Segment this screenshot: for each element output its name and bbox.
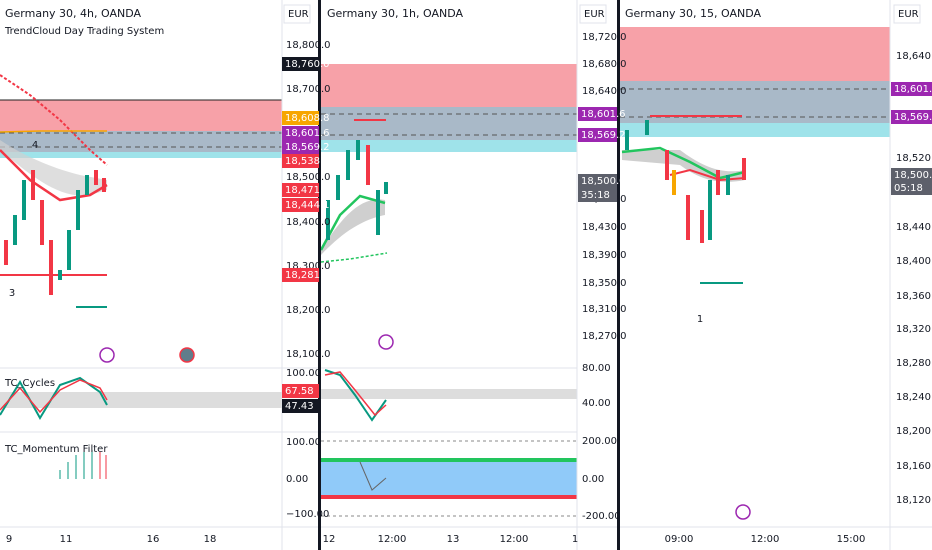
price-tag: 18,569.2	[581, 130, 626, 141]
price-tag: 18,444.1	[285, 200, 330, 211]
price-label: 18,390.0	[582, 250, 627, 261]
annotation: 4	[32, 140, 38, 151]
price-tag-bg	[282, 384, 319, 398]
price-tag-bg	[282, 140, 319, 154]
time-label: 09:00	[665, 534, 694, 545]
indicator-name: TC_Cycles	[4, 378, 55, 389]
price-tag: 18,538.1	[285, 156, 330, 167]
indicator-axis: 100.00	[286, 437, 321, 448]
annotation: 1	[697, 314, 703, 325]
time-label: 11	[60, 534, 73, 545]
price-tag: 18,569.2	[285, 142, 330, 153]
price-label: 18,680.0	[582, 59, 627, 70]
time-label: 13	[447, 534, 460, 545]
price-tag-bg	[282, 126, 319, 140]
currency: EUR	[288, 9, 309, 20]
price-tag: 18,601.6	[894, 84, 932, 95]
price-label: 18,160.0	[896, 461, 932, 472]
indicator-axis: -200.00	[582, 511, 621, 522]
price-label: 18,200.0	[896, 426, 932, 437]
price-label: 18,500.0	[286, 172, 331, 183]
price-label: 18,240.0	[896, 392, 932, 403]
price-label: 18,800.0	[286, 40, 331, 51]
price-tag-bg	[578, 107, 617, 121]
price-tag-bg	[282, 57, 319, 71]
price-tag-bg	[891, 110, 932, 124]
chart-subtitle: TrendCloud Day Trading System	[4, 26, 164, 37]
time-label: 12:00	[500, 534, 529, 545]
chart-title: Germany 30, 15, OANDA	[625, 7, 762, 20]
chart-title: Germany 30, 1h, OANDA	[327, 7, 464, 20]
price-label: 18,320.0	[896, 324, 932, 335]
price-label: 18,300.0	[286, 261, 331, 272]
time-label: 18	[204, 534, 217, 545]
price-tag: 18,601.6	[285, 128, 330, 139]
price-label: 18,270.0	[582, 331, 627, 342]
indicator-axis: 200.00	[582, 436, 617, 447]
price-label: 18,280.0	[896, 358, 932, 369]
price-tag-bg	[282, 198, 319, 212]
price-tag: 18,608.8	[285, 113, 330, 124]
time-label: 12:00	[751, 534, 780, 545]
currency: EUR	[898, 9, 919, 20]
price-tag: 47.43	[285, 401, 314, 412]
price-label: 18,640.0	[896, 51, 932, 62]
price-label: 18,520.0	[896, 153, 932, 164]
time-label: 15:00	[837, 534, 866, 545]
price-label: 18,640.0	[582, 86, 627, 97]
countdown: 35:18	[581, 190, 610, 201]
price-tag-bg	[282, 268, 319, 282]
price-tag-bg	[891, 82, 932, 96]
indicator-axis: 0.00	[286, 474, 308, 485]
price-label: 18,350.0	[582, 278, 627, 289]
price-label: 18,200.0	[286, 305, 331, 316]
price-tag-bg	[891, 168, 932, 182]
indicator-name: TC_Momentum Filter	[4, 444, 108, 455]
price-tag-bg	[282, 154, 319, 168]
price-label: 18,440.0	[896, 222, 932, 233]
price-label: 18,430.0	[582, 222, 627, 233]
price-tag-bg	[578, 128, 617, 142]
price-tag-bg	[282, 183, 319, 197]
price-tag: 18,500.0	[581, 176, 626, 187]
indicator-axis: 0.00	[582, 474, 604, 485]
price-label: 18,700.0	[286, 84, 331, 95]
price-tag-bg	[578, 174, 617, 188]
price-label: 18,400.0	[286, 217, 331, 228]
price-label: 18,360.0	[896, 291, 932, 302]
price-tag: 18,471.3	[285, 185, 330, 196]
price-label: 18,720.0	[582, 32, 627, 43]
price-tag: 18,281.5	[285, 270, 330, 281]
price-tag-bg	[282, 399, 319, 413]
chart-title: Germany 30, 4h, OANDA	[5, 7, 142, 20]
time-label: 12	[323, 534, 336, 545]
currency: EUR	[584, 9, 605, 20]
price-tag: 18,760.0	[285, 59, 330, 70]
price-tag: 67.58	[285, 386, 314, 397]
time-label: 9	[6, 534, 12, 545]
indicator-axis: −100.00	[286, 509, 329, 520]
price-label: 18,400.0	[896, 256, 932, 267]
indicator-axis: 100.00	[286, 368, 321, 379]
price-tag: 18,601.6	[581, 109, 626, 120]
price-label: 18,310.0	[582, 304, 627, 315]
countdown-bg	[578, 188, 617, 202]
price-label: 18,120.0	[896, 495, 932, 506]
price-tag: 18,500.0	[894, 170, 932, 181]
indicator-axis: 80.00	[582, 363, 611, 374]
price-tag: 18,569.2	[894, 112, 932, 123]
time-label: 1	[572, 534, 578, 545]
time-label: 16	[147, 534, 160, 545]
price-tag-bg	[282, 111, 319, 125]
time-label: 12:00	[378, 534, 407, 545]
countdown-bg	[891, 182, 932, 195]
countdown: 05:18	[894, 183, 923, 194]
indicator-axis: 40.00	[582, 398, 611, 409]
annotation: 3	[9, 288, 15, 299]
price-label: 18,100.0	[286, 349, 331, 360]
